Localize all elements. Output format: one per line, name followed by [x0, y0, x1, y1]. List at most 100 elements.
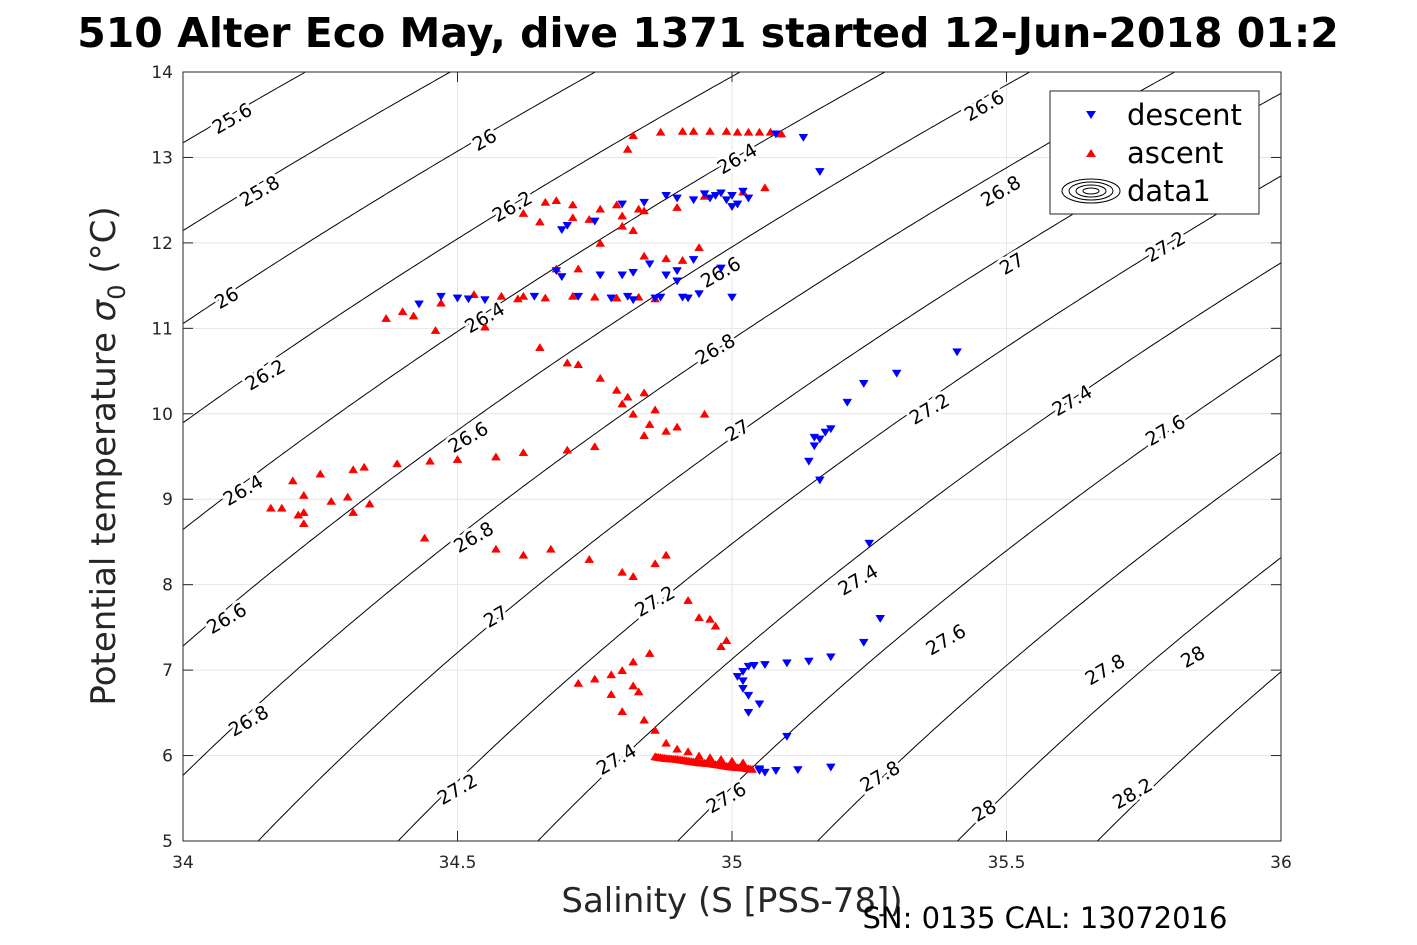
ascent-point	[518, 291, 529, 300]
y-axis-label-sigma: σ	[84, 298, 124, 321]
ascent-point	[513, 294, 523, 303]
descent-point	[556, 273, 567, 282]
legend-label-descent: descent	[1127, 98, 1242, 132]
ascent-point	[628, 131, 639, 140]
descent-point	[721, 196, 732, 205]
descent-point	[743, 691, 754, 700]
ascent-point	[721, 126, 732, 135]
descent-point	[480, 296, 490, 305]
descent-point	[683, 294, 693, 303]
x-tick-label: 34	[172, 853, 194, 873]
descent-point	[743, 662, 754, 671]
descent-point	[825, 763, 836, 772]
ascent-point	[595, 238, 606, 247]
ascent-point	[430, 325, 441, 334]
legend-contour-marker	[1061, 178, 1121, 204]
ascent-point	[298, 490, 309, 499]
contour-line	[182, 71, 1030, 647]
ascent-point	[617, 707, 628, 715]
descent-point	[414, 300, 424, 309]
ascent-point	[606, 689, 617, 698]
ascent-point	[650, 725, 660, 734]
descent-point	[622, 292, 633, 301]
y-tick-label: 10	[151, 405, 173, 425]
ascent-point	[747, 764, 757, 773]
ascent-point	[491, 452, 501, 461]
descent-point	[952, 348, 962, 357]
y-axis-label-unit: (°C)	[84, 206, 124, 284]
descent-point	[617, 200, 628, 209]
ascent-point	[496, 291, 507, 300]
ascent-point	[425, 456, 435, 465]
ascent-point	[567, 291, 578, 300]
ascent-point	[287, 476, 298, 485]
y-tick-label: 7	[162, 661, 173, 681]
descent-point	[628, 296, 639, 305]
descent-point	[436, 292, 446, 301]
ascent-point	[342, 492, 353, 501]
ascent-point	[672, 744, 682, 753]
descent-point	[595, 271, 606, 280]
ascent-point	[633, 204, 644, 213]
ascent-point	[694, 243, 704, 252]
ascent-point	[381, 314, 391, 322]
ascent-point	[650, 405, 660, 414]
descent-point	[562, 221, 573, 230]
ascent-point	[298, 519, 309, 527]
descent-point	[606, 294, 617, 303]
ascent-point	[628, 657, 639, 666]
ascent-point	[326, 496, 337, 505]
descent-point	[655, 293, 666, 302]
ascent-point	[276, 503, 287, 512]
ascent-point	[710, 621, 721, 630]
legend-contour-marker	[1068, 181, 1114, 201]
descent-point	[820, 428, 831, 437]
y-axis-label: Potential temperature σ0 (°C)	[84, 206, 131, 705]
descent-point	[705, 194, 715, 203]
descent-point	[738, 685, 748, 693]
ascent-point	[589, 442, 600, 451]
descent-point	[743, 708, 754, 717]
descent-point	[716, 189, 726, 198]
legend-items: descent ascent data1	[1061, 98, 1242, 208]
ascent-point	[776, 129, 787, 138]
descent-point	[727, 293, 737, 302]
ascent-point	[293, 510, 304, 519]
ascent-point	[573, 360, 584, 369]
y-tick-label: 6	[162, 747, 173, 767]
ascent-point	[518, 448, 529, 457]
ascent-point	[551, 196, 562, 205]
contour-line	[817, 452, 1282, 842]
ascent-point	[677, 126, 688, 135]
x-tick-label: 35	[721, 853, 743, 873]
ascent-point	[661, 254, 671, 263]
ascent-point	[315, 469, 326, 478]
descent-point	[677, 293, 688, 302]
descent-point	[858, 638, 869, 647]
x-tick-label: 35.5	[988, 853, 1026, 873]
ascent-point	[639, 431, 650, 439]
y-tick-labels: 5 6 7 8 9 10 11 12 13 14	[151, 63, 173, 852]
ascent-point	[535, 217, 545, 226]
contour-line	[537, 262, 1282, 842]
ascent-point	[672, 202, 682, 211]
descent-point	[688, 256, 699, 265]
x-axis-label: Salinity (S [PSS-78])	[561, 881, 902, 921]
descent-point	[760, 768, 770, 777]
ascent-point	[628, 681, 639, 690]
descent-point	[589, 217, 600, 226]
ascent-point	[639, 715, 650, 724]
legend-label-data1: data1	[1127, 174, 1211, 208]
ascent-point	[760, 183, 770, 192]
descent-point	[732, 673, 743, 682]
y-tick-label: 14	[151, 63, 173, 83]
ascent-point	[743, 127, 754, 136]
ascent-point	[633, 687, 644, 696]
y-tick-label: 9	[162, 490, 173, 510]
ascent-point	[595, 373, 606, 382]
ascent-point	[688, 126, 699, 135]
ascent-point	[628, 225, 639, 234]
contour-line	[182, 71, 596, 325]
y-axis-label-main: Potential temperature	[84, 321, 124, 705]
